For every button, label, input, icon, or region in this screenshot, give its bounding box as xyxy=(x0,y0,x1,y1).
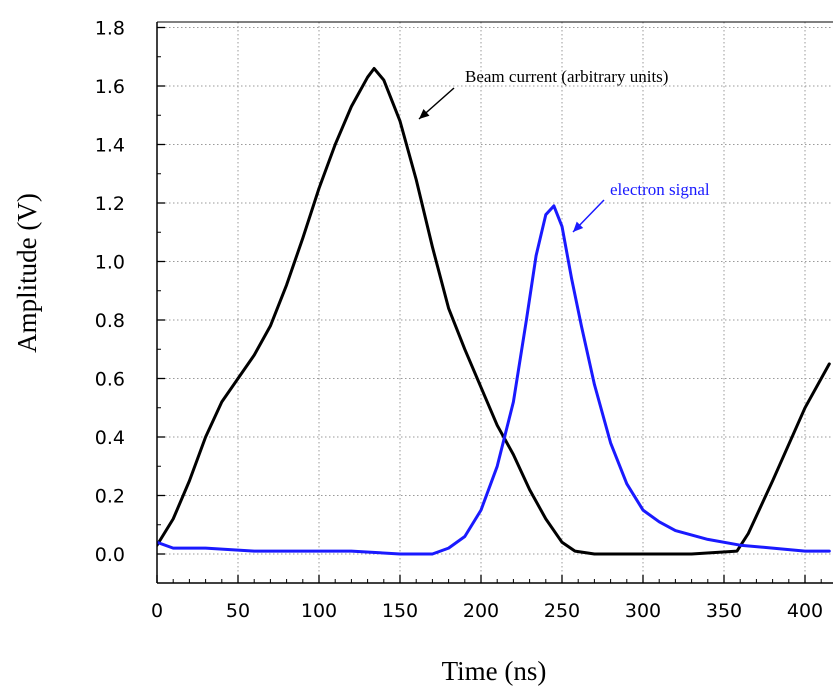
y-tick-label: 1.2 xyxy=(95,193,125,215)
y-axis-title: Amplitude (V) xyxy=(12,193,42,353)
electron-signal-label: electron signal xyxy=(610,180,710,199)
x-tick-label: 250 xyxy=(544,600,580,622)
y-tick-label: 0.0 xyxy=(95,544,125,566)
y-tick-label: 0.6 xyxy=(95,369,125,391)
y-tick-label: 1.6 xyxy=(95,76,125,98)
y-tick-label: 0.4 xyxy=(95,427,125,449)
x-axis-title: Time (ns) xyxy=(442,656,547,686)
y-tick-label: 1.8 xyxy=(95,18,125,40)
annotation-arrowhead xyxy=(573,221,584,232)
x-tick-label: 50 xyxy=(226,600,250,622)
x-tick-label: 350 xyxy=(706,600,742,622)
y-tick-label: 0.8 xyxy=(95,310,125,332)
x-tick-label: 200 xyxy=(463,600,499,622)
x-tick-label: 300 xyxy=(625,600,661,622)
annotations: Beam current (arbitrary units) electron s… xyxy=(418,67,710,233)
curves xyxy=(157,67,831,556)
grid xyxy=(157,22,833,583)
axis-ticks xyxy=(156,26,822,583)
beam-current-label: Beam current (arbitrary units) xyxy=(465,67,668,86)
x-tick-label: 0 xyxy=(151,600,163,622)
x-tick-label: 400 xyxy=(787,600,823,622)
y-tick-label: 1.0 xyxy=(95,252,125,274)
annotation-arrowhead xyxy=(419,109,430,119)
plot-frame xyxy=(156,21,833,584)
y-tick-label: 0.2 xyxy=(95,486,125,508)
y-tick-label: 1.4 xyxy=(95,135,125,157)
x-tick-label: 100 xyxy=(301,600,337,622)
electron-signal-line xyxy=(157,204,831,556)
tick-labels: 0 50 100 150 200 250 300 350 400 0.0 0.2 0.4 0.6 0.8 1… xyxy=(95,18,823,623)
beam-current-line xyxy=(157,67,831,556)
x-tick-label: 150 xyxy=(382,600,418,622)
